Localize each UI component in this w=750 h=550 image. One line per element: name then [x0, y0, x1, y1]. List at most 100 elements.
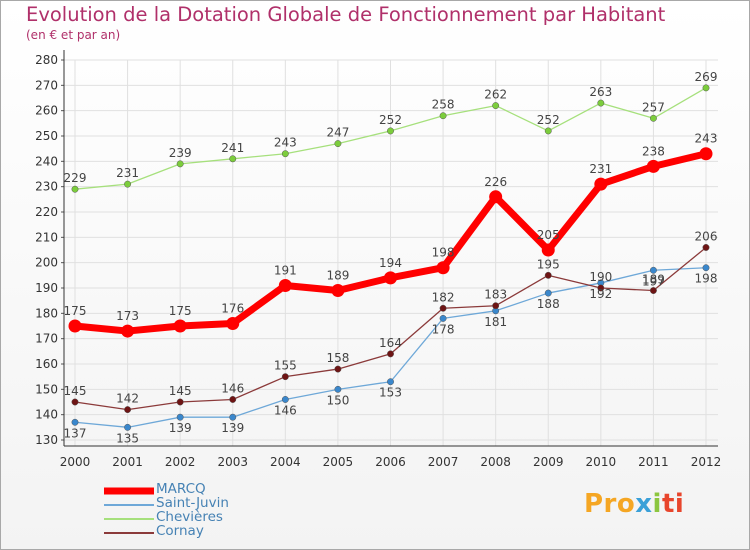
data-point-marcq	[278, 278, 292, 292]
legend-label-cornay: Cornay	[156, 523, 204, 539]
x-tick-label: 2007	[428, 455, 459, 469]
data-label-cornay: 142	[116, 392, 139, 406]
data-point-cornay	[176, 398, 184, 406]
data-point-cornay	[597, 284, 605, 292]
data-label-cornay: 155	[274, 359, 297, 373]
data-label-marcq: 175	[64, 304, 87, 318]
data-label-marcq: 231	[589, 162, 612, 176]
y-tick-label: 160	[35, 357, 58, 371]
data-label-marcq: 176	[221, 301, 244, 315]
y-tick-label: 200	[35, 256, 58, 270]
y-tick-label: 210	[35, 230, 58, 244]
data-label-cornay: 146	[221, 381, 244, 395]
data-point-cornay	[492, 302, 500, 310]
data-label-cornay: 195	[537, 257, 560, 271]
data-label-marcq: 205	[537, 228, 560, 242]
y-tick-label: 270	[35, 78, 58, 92]
data-point-chevi-res	[544, 127, 552, 135]
data-point-saint-juvin	[387, 378, 394, 386]
data-point-marcq	[68, 319, 82, 333]
data-point-saint-juvin	[649, 266, 657, 274]
data-point-cornay	[281, 373, 289, 381]
x-tick-label: 2010	[586, 455, 617, 469]
x-tick-label: 2011	[638, 455, 669, 469]
data-point-chevi-res	[334, 140, 342, 148]
x-tick-label: 2008	[480, 455, 511, 469]
data-point-saint-juvin	[544, 289, 552, 297]
data-label-chevi-res: 257	[642, 100, 665, 114]
y-tick-label: 180	[35, 306, 58, 320]
data-point-chevi-res	[71, 185, 79, 193]
data-point-saint-juvin	[702, 264, 710, 272]
data-label-saint-juvin: 139	[221, 421, 244, 435]
y-tick-label: 150	[35, 382, 58, 396]
data-label-cornay: 183	[484, 288, 507, 302]
data-label-cornay: 164	[379, 336, 402, 350]
data-point-cornay	[544, 271, 552, 279]
data-point-cornay	[124, 406, 132, 414]
data-point-saint-juvin	[71, 418, 79, 426]
data-point-chevi-res	[649, 114, 657, 122]
data-point-marcq	[384, 271, 397, 285]
data-label-saint-juvin: 153	[379, 386, 402, 400]
proxiti-logo: Proxiti	[584, 489, 685, 519]
y-tick-label: 220	[35, 205, 58, 219]
data-label-cornay: 145	[169, 384, 192, 398]
data-point-chevi-res	[229, 155, 237, 163]
data-label-chevi-res: 269	[695, 70, 718, 84]
y-tick-label: 170	[35, 332, 58, 346]
legend-swatch-chevieres	[104, 518, 154, 520]
data-point-saint-juvin	[439, 314, 447, 322]
data-point-chevi-res	[387, 127, 394, 135]
data-point-marcq	[226, 316, 240, 330]
x-tick-label: 2002	[165, 455, 196, 469]
data-label-marcq: 173	[116, 309, 139, 323]
y-tick-label: 230	[35, 180, 58, 194]
data-point-marcq	[699, 147, 713, 161]
data-label-cornay: 182	[432, 290, 455, 304]
data-label-chevi-res: 229	[64, 171, 87, 185]
data-label-saint-juvin: 188	[537, 297, 560, 311]
legend-swatch-saint-juvin	[104, 504, 154, 506]
x-tick-label: 2005	[323, 455, 354, 469]
data-label-saint-juvin: 178	[432, 322, 455, 336]
data-point-chevi-res	[176, 160, 184, 168]
data-point-cornay	[229, 396, 237, 403]
legend-swatch-cornay	[104, 532, 154, 534]
data-point-chevi-res	[281, 150, 289, 158]
x-tick-label: 2001	[112, 455, 143, 469]
x-tick-label: 2012	[691, 455, 722, 469]
data-label-saint-juvin: 139	[169, 421, 192, 435]
data-label-saint-juvin: 197	[642, 274, 665, 288]
data-point-cornay	[334, 365, 342, 373]
data-label-saint-juvin: 181	[484, 315, 507, 329]
data-point-cornay	[439, 304, 447, 312]
chart-title: Evolution de la Dotation Globale de Fonc…	[26, 3, 666, 26]
legend-label-chevieres: Chevières	[156, 509, 223, 525]
data-label-chevi-res: 247	[326, 126, 349, 140]
data-label-marcq: 243	[695, 132, 718, 146]
y-tick-label: 190	[35, 281, 58, 295]
data-point-saint-juvin	[281, 396, 289, 403]
data-label-chevi-res: 252	[537, 113, 560, 127]
data-label-marcq: 191	[274, 263, 297, 277]
data-label-chevi-res: 262	[484, 88, 507, 102]
data-point-cornay	[702, 244, 710, 251]
data-label-saint-juvin: 137	[64, 426, 87, 440]
y-tick-label: 240	[35, 154, 58, 168]
y-tick-label: 130	[35, 433, 58, 447]
data-label-marcq: 198	[432, 246, 455, 260]
x-tick-label: 2000	[60, 455, 91, 469]
y-tick-label: 140	[35, 408, 58, 422]
data-point-marcq	[436, 261, 450, 275]
data-point-saint-juvin	[229, 413, 237, 421]
data-point-chevi-res	[439, 112, 447, 120]
data-label-cornay: 145	[64, 384, 87, 398]
data-label-cornay: 206	[695, 229, 718, 243]
data-label-chevi-res: 241	[221, 141, 244, 155]
data-point-marcq	[646, 159, 660, 173]
data-label-marcq: 175	[169, 304, 192, 318]
data-point-chevi-res	[492, 102, 500, 110]
